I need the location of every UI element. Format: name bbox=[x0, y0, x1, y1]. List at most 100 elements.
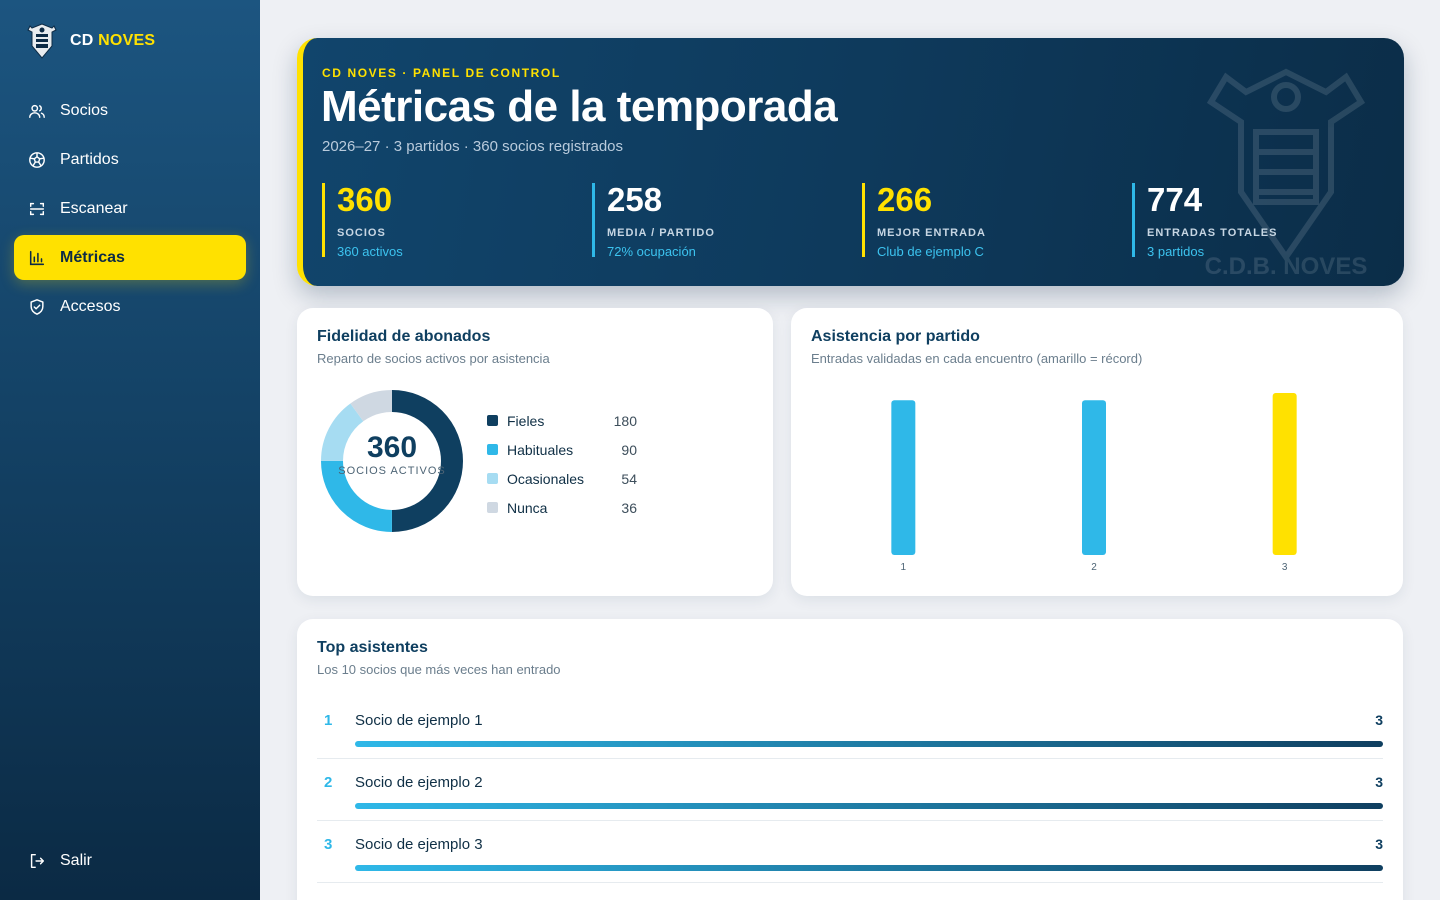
card-subtitle: Los 10 socios que más veces han entrado bbox=[317, 662, 561, 677]
card-subtitle: Reparto de socios activos por asistencia bbox=[317, 351, 550, 366]
nav-label: Métricas bbox=[60, 248, 125, 266]
legend-item: Ocasionales 54 bbox=[487, 464, 637, 493]
club-crest-icon bbox=[27, 23, 57, 59]
rank-number: 2 bbox=[324, 774, 333, 791]
nav-item-accesos[interactable]: Accesos bbox=[14, 284, 246, 329]
attendance-bar-chart: 1 2 3 bbox=[891, 393, 1297, 573]
scan-icon bbox=[29, 202, 45, 215]
stat-value: 258 bbox=[607, 181, 663, 218]
brand-name: CD NOVES bbox=[70, 32, 155, 50]
legend-item: Fieles 180 bbox=[487, 406, 637, 435]
nav-label: Socios bbox=[60, 101, 109, 119]
donut-center: 360 SOCIOS ACTIVOS bbox=[319, 431, 465, 478]
legend-label: Nunca bbox=[507, 499, 548, 516]
brand[interactable]: CD NOVES bbox=[26, 22, 155, 60]
member-name: Socio de ejemplo 1 bbox=[355, 712, 483, 729]
chart-icon bbox=[29, 250, 45, 265]
sidebar: CD NOVES Socios Partidos Escanear bbox=[0, 0, 260, 900]
stat-entradas-totales: 774 ENTRADAS TOTALES 3 partidos bbox=[1132, 181, 1278, 259]
nav-label: Escanear bbox=[60, 199, 128, 217]
nav-label: Partidos bbox=[60, 150, 119, 168]
card-title: Top asistentes bbox=[317, 639, 428, 656]
nav-item-socios[interactable]: Socios bbox=[14, 88, 246, 133]
x-tick-label: 2 bbox=[1091, 562, 1097, 573]
logout-icon bbox=[30, 853, 45, 869]
entry-count: 3 bbox=[1375, 774, 1383, 790]
stat-mejor-entrada: 266 MEJOR ENTRADA Club de ejemplo C bbox=[862, 181, 986, 259]
legend-swatch bbox=[487, 444, 498, 455]
donut-svg bbox=[321, 390, 463, 532]
legend-value: 54 bbox=[621, 470, 637, 487]
stat-note: 360 activos bbox=[337, 244, 403, 259]
x-tick-label: 3 bbox=[1282, 562, 1288, 573]
list-item[interactable]: 1 Socio de ejemplo 1 3 bbox=[317, 697, 1383, 759]
stat-label: MEJOR ENTRADA bbox=[877, 227, 986, 239]
nav-item-partidos[interactable]: Partidos bbox=[14, 137, 246, 182]
entry-count: 3 bbox=[1375, 898, 1383, 900]
rank-number: 4 bbox=[324, 898, 332, 900]
donut-total-label: SOCIOS ACTIVOS bbox=[338, 465, 446, 477]
card-subtitle: Entradas validadas en cada encuentro (am… bbox=[811, 351, 1143, 366]
rank-number: 1 bbox=[324, 712, 333, 729]
card-title: Fidelidad de abonados bbox=[317, 328, 491, 345]
list-item[interactable]: 2 Socio de ejemplo 2 3 bbox=[317, 759, 1383, 821]
legend-value: 180 bbox=[613, 412, 637, 429]
stat-socios: 360 SOCIOS 360 activos bbox=[322, 181, 403, 259]
member-name: Socio de ejemplo 2 bbox=[355, 774, 483, 791]
legend-item: Habituales 90 bbox=[487, 435, 637, 464]
hero-eyebrow: CD NOVES · PANEL DE CONTROL bbox=[322, 66, 561, 80]
legend-label: Fieles bbox=[507, 412, 545, 429]
list-item[interactable]: 3 Socio de ejemplo 3 3 bbox=[317, 821, 1383, 883]
legend-swatch bbox=[487, 473, 498, 484]
donut-legend: Fieles 180 Habituales 90 Ocasionales 54 Nunca 3… bbox=[487, 406, 637, 522]
stat-value: 266 bbox=[877, 181, 933, 218]
list-item[interactable]: 4 Socio de ejemplo 4 3 bbox=[317, 883, 1383, 900]
donut-chart: 360 SOCIOS ACTIVOS bbox=[319, 388, 465, 534]
legend-swatch bbox=[487, 502, 498, 513]
donut-slice-nunca bbox=[321, 390, 463, 532]
club-crest-watermark-icon: C.D.B. NOVES bbox=[1205, 68, 1368, 280]
logout-button[interactable]: Salir bbox=[28, 852, 92, 870]
entry-progress-bar bbox=[355, 741, 1383, 747]
stat-media: 258 MEDIA / PARTIDO 72% ocupación bbox=[592, 181, 715, 259]
stat-value: 774 bbox=[1147, 181, 1203, 218]
attendance-card: Asistencia por partido Entradas validada… bbox=[791, 308, 1403, 596]
ball-icon bbox=[29, 151, 45, 168]
legend-value: 36 bbox=[621, 499, 637, 516]
donut-slice-habituales bbox=[321, 390, 463, 532]
member-name: Socio de ejemplo 3 bbox=[355, 836, 483, 853]
hero-subtitle: 2026–27 · 3 partidos · 360 socios regist… bbox=[322, 138, 624, 155]
legend-label: Habituales bbox=[507, 441, 574, 458]
bar-partido-2[interactable] bbox=[1082, 400, 1106, 555]
bar-partido-3[interactable] bbox=[1272, 393, 1297, 555]
legend-swatch bbox=[487, 415, 498, 426]
stats-row: 360 SOCIOS 360 activos 258 MEDIA / PARTI… bbox=[322, 181, 1392, 259]
page-title: Métricas de la temporada bbox=[321, 82, 838, 131]
users-icon bbox=[29, 104, 45, 118]
main-nav: Socios Partidos Escanear Métricas Acceso… bbox=[14, 88, 246, 333]
nav-item-escanear[interactable]: Escanear bbox=[14, 186, 246, 231]
donut-total: 360 bbox=[366, 431, 418, 464]
legend-item: Nunca 36 bbox=[487, 493, 637, 522]
entry-progress-bar bbox=[355, 803, 1383, 809]
brand-name-part2: NOVES bbox=[98, 32, 156, 49]
card-title: Asistencia por partido bbox=[811, 328, 980, 345]
top-attendees-card: Top asistentes Los 10 socios que más vec… bbox=[297, 619, 1403, 900]
entry-count: 3 bbox=[1375, 712, 1383, 728]
rank-number: 3 bbox=[324, 836, 333, 853]
entry-count: 3 bbox=[1375, 836, 1383, 852]
nav-item-metricas[interactable]: Métricas bbox=[14, 235, 246, 280]
stat-note: 3 partidos bbox=[1147, 244, 1205, 259]
entry-progress-bar bbox=[355, 865, 1383, 871]
logout-label: Salir bbox=[60, 852, 93, 869]
legend-value: 90 bbox=[621, 441, 637, 458]
bar-partido-1[interactable] bbox=[891, 400, 916, 555]
legend-label: Ocasionales bbox=[507, 470, 585, 487]
stat-label: MEDIA / PARTIDO bbox=[607, 227, 715, 239]
nav-label: Accesos bbox=[60, 297, 121, 315]
loyalty-card: Fidelidad de abonados Reparto de socios … bbox=[297, 308, 773, 596]
stat-value: 360 bbox=[337, 181, 393, 218]
stat-label: SOCIOS bbox=[337, 227, 386, 239]
brand-name-part1: CD bbox=[70, 32, 94, 49]
watermark-text: C.D.B. NOVES bbox=[1205, 253, 1368, 280]
